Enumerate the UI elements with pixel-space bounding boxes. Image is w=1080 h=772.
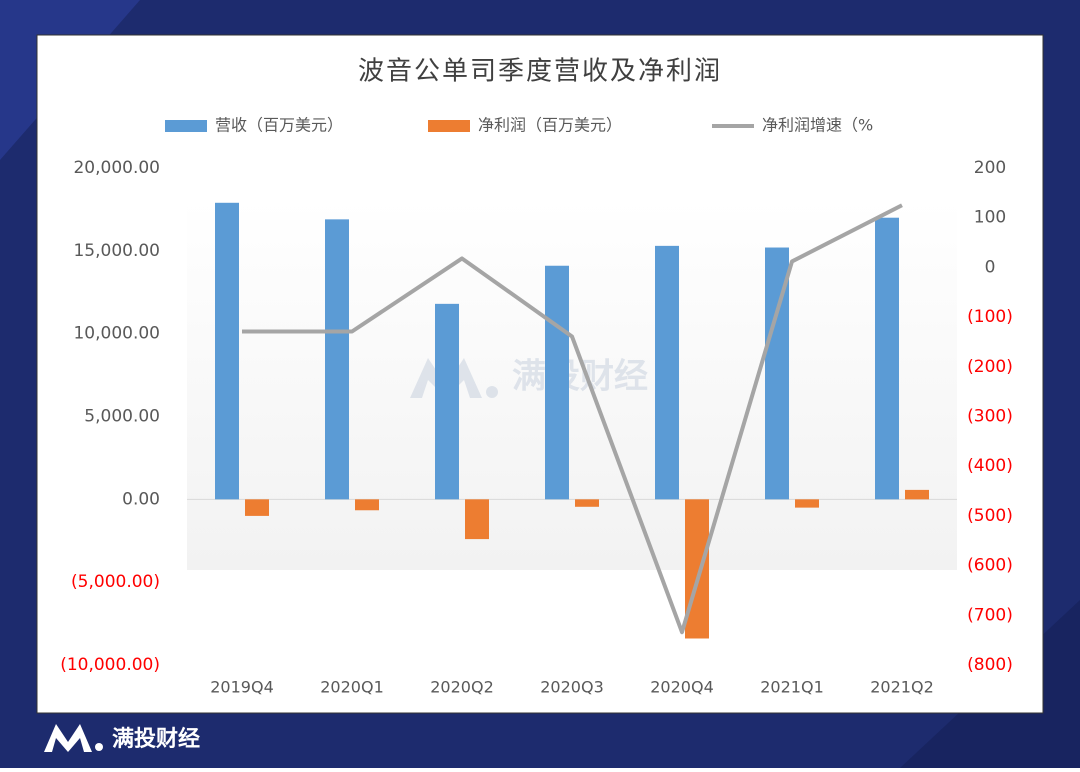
y2-tick-label: 200 (974, 158, 1006, 178)
y2-tick-label: 0 (985, 257, 996, 277)
brand-logo (44, 724, 92, 752)
y-tick-label: (5,000.00) (71, 572, 160, 592)
y2-tick-label: (500) (967, 506, 1013, 526)
x-tick-label: 2020Q3 (540, 678, 604, 697)
y2-tick-label: (800) (967, 655, 1013, 675)
brand: 满投财经 (112, 726, 200, 752)
y-tick-label: (10,000.00) (60, 655, 160, 675)
y-tick-label: 15,000.00 (73, 241, 160, 261)
bar (875, 217, 899, 500)
watermark-logo (410, 358, 482, 398)
x-tick-label: 2020Q2 (430, 678, 494, 697)
y2-tick-label: (600) (967, 556, 1013, 576)
brand-dot (95, 743, 103, 751)
y2-tick-label: (400) (967, 456, 1013, 476)
y-tick-label: 20,000.00 (73, 158, 160, 178)
x-tick-label: 2020Q1 (320, 678, 384, 697)
bar (545, 265, 569, 500)
line (242, 203, 903, 635)
y2-tick-label: 100 (974, 208, 1006, 228)
bar (795, 499, 819, 508)
bar (465, 499, 489, 540)
chart-title: 波音公单司季度营收及净利润 (358, 57, 722, 87)
y2-tick-label: (200) (967, 357, 1013, 377)
x-tick-label: 2021Q2 (870, 678, 934, 697)
legend-label: 净利润增速（% (762, 116, 873, 135)
bar (245, 499, 269, 516)
bar (575, 499, 599, 507)
x-tick-label: 2020Q4 (650, 678, 714, 697)
bar (355, 499, 379, 511)
y-tick-label: 5,000.00 (84, 407, 160, 427)
bar (685, 499, 709, 639)
y-tick-label: 10,000.00 (73, 324, 160, 344)
bar (435, 303, 459, 500)
watermark-dot (486, 386, 498, 398)
bar (215, 202, 239, 500)
legend-label: 净利润（百万美元） (478, 116, 622, 135)
legend-swatch (165, 120, 207, 132)
bar (325, 219, 349, 500)
bar (905, 489, 929, 500)
y2-tick-label: (300) (967, 407, 1013, 427)
legend-label: 营收（百万美元） (215, 116, 343, 135)
bar (655, 245, 679, 500)
y-tick-label: 0.00 (122, 489, 160, 509)
y2-tick-label: (700) (967, 605, 1013, 625)
x-tick-label: 2021Q1 (760, 678, 824, 697)
x-tick-label: 2019Q4 (210, 678, 274, 697)
y2-tick-label: (100) (967, 307, 1013, 327)
plot-area (187, 200, 957, 570)
legend-swatch (428, 120, 470, 132)
